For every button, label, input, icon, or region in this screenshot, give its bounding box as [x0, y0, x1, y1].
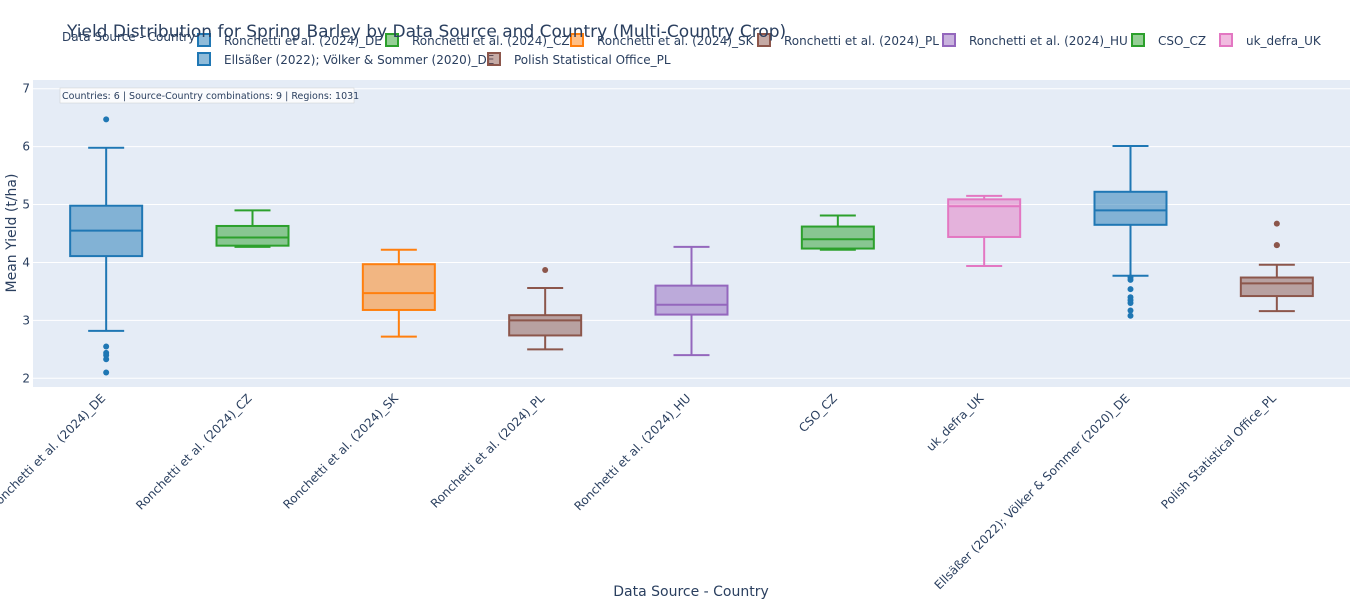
x-tick-label: Ronchetti et al. (2024)_CZ [133, 391, 254, 512]
y-tick-label: 5 [22, 198, 30, 212]
legend-label: Ronchetti et al. (2024)_DE [224, 34, 382, 48]
outlier-point [1127, 312, 1134, 319]
legend-label: Ellsäßer (2022); Völker & Sommer (2020)_… [224, 53, 494, 67]
legend-label: Ronchetti et al. (2024)_SK [597, 34, 755, 48]
outlier-point [1127, 307, 1134, 314]
x-tick-label: Polish Statistical Office_PL [1158, 391, 1279, 512]
outlier-point [103, 356, 110, 363]
y-tick-label: 6 [22, 140, 30, 154]
y-tick-label: 2 [22, 371, 30, 385]
box-iqr [361, 263, 436, 311]
x-axis-title: Data Source - Country [613, 584, 769, 600]
legend-swatch [487, 52, 501, 66]
box-iqr [800, 225, 875, 250]
legend-title: Data Source - Country [62, 30, 196, 44]
legend-swatch [942, 33, 956, 47]
y-axis-title: Mean Yield (t/ha) [4, 174, 20, 293]
box-iqr [508, 314, 583, 337]
legend-label: Polish Statistical Office_PL [514, 53, 671, 67]
legend-swatch [1219, 33, 1233, 47]
legend-label: Ronchetti et al. (2024)_HU [969, 34, 1128, 48]
legend-swatch [1131, 33, 1145, 47]
box-iqr [654, 284, 729, 316]
legend-swatch [197, 33, 211, 47]
outlier-point [1273, 220, 1280, 227]
stats-annotation: Countries: 6 | Source-Country combinatio… [62, 91, 359, 102]
x-tick-label: Ronchetti et al. (2024)_SK [280, 390, 401, 511]
y-tick-label: 4 [22, 255, 30, 269]
outlier-point [1127, 276, 1134, 283]
outlier-point [103, 343, 110, 350]
chart-title: Yield Distribution for Spring Barley by … [67, 22, 787, 42]
y-tick-label: 3 [22, 313, 30, 327]
outlier-point [1127, 286, 1134, 293]
outlier-point [542, 266, 549, 273]
legend-label: uk_defra_UK [1246, 34, 1322, 48]
outlier-point [103, 369, 110, 376]
legend-swatch [385, 33, 399, 47]
y-tick-label: 7 [22, 82, 30, 96]
outlier-point [103, 116, 110, 123]
legend-label: CSO_CZ [1158, 34, 1206, 48]
x-tick-label: uk_defra_UK [924, 390, 988, 454]
box-iqr [1239, 276, 1314, 298]
outlier-point [1127, 300, 1134, 307]
outlier-point [1273, 242, 1280, 249]
box-iqr [215, 224, 290, 247]
legend-label: Ronchetti et al. (2024)_CZ [412, 34, 570, 48]
x-tick-label: Ronchetti et al. (2024)_DE [0, 391, 108, 513]
x-tick-label: Ronchetti et al. (2024)_HU [571, 391, 693, 513]
x-tick-label: Ronchetti et al. (2024)_PL [428, 391, 548, 511]
box-iqr [947, 198, 1022, 238]
stats-annotation-box [59, 87, 355, 104]
legend-label: Ronchetti et al. (2024)_PL [784, 34, 939, 48]
x-tick-label: CSO_CZ [796, 391, 840, 435]
legend-swatch [570, 33, 584, 47]
legend-swatch [197, 52, 211, 66]
box-iqr [1093, 190, 1168, 226]
legend-swatch [757, 33, 771, 47]
